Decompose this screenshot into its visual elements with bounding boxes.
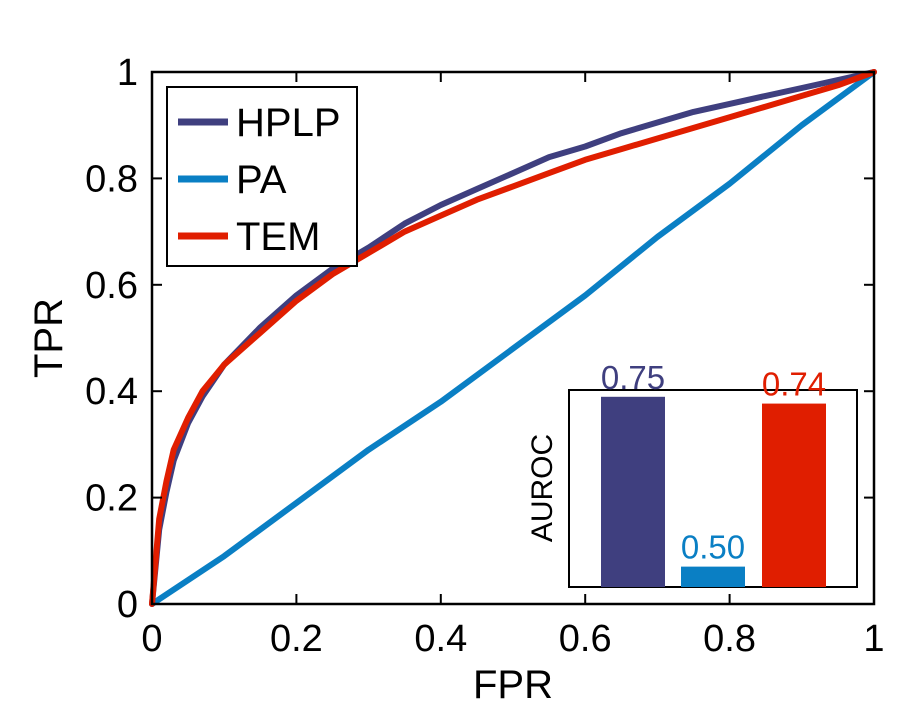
legend-label-pa: PA bbox=[236, 158, 287, 202]
x-tick-label: 0.4 bbox=[414, 618, 467, 660]
x-axis-label: FPR bbox=[473, 663, 553, 707]
main-tick-labels-group: 0 0.2 0.4 0.6 0.8 1 0 0.2 0.4 0.6 0.8 1 bbox=[85, 52, 884, 660]
x-tick-label: 0.8 bbox=[703, 618, 756, 660]
y-tick-label: 1 bbox=[117, 52, 138, 94]
inset-value-label-tem: 0.74 bbox=[762, 366, 826, 403]
main-series-group bbox=[149, 69, 877, 607]
inset-bar-chart: 0.75 0.50 0.74 AUROC bbox=[526, 359, 858, 588]
y-tick-label: 0.6 bbox=[85, 265, 138, 307]
main-ticks-group bbox=[151, 71, 875, 605]
x-tick-label: 0.6 bbox=[559, 618, 612, 660]
main-axes-frame bbox=[150, 70, 876, 606]
legend-label-hplp: HPLP bbox=[236, 101, 341, 145]
inset-y-axis-label: AUROC bbox=[526, 434, 559, 542]
legend: HPLP PA TEM bbox=[166, 86, 358, 267]
y-tick-label: 0 bbox=[117, 584, 138, 626]
inset-value-label-pa: 0.50 bbox=[681, 529, 745, 566]
inset-value-label-hplp: 0.75 bbox=[601, 359, 665, 396]
x-tick-label: 0.2 bbox=[270, 618, 323, 660]
y-tick-label: 0.2 bbox=[85, 478, 138, 520]
main-plot: 0 0.2 0.4 0.6 0.8 1 0 0.2 0.4 0.6 0.8 1 FPR TPR bbox=[27, 52, 885, 707]
y-axis-label: TPR bbox=[27, 298, 71, 378]
legend-entries-group: HPLP PA TEM bbox=[178, 101, 341, 259]
inset-bar-tem bbox=[762, 403, 826, 587]
series-line-tem bbox=[149, 69, 877, 607]
inset-bar-pa bbox=[681, 566, 745, 587]
series-line-pa bbox=[149, 69, 877, 607]
inset-bars-group: 0.75 0.50 0.74 bbox=[601, 359, 826, 587]
x-tick-label: 1 bbox=[863, 618, 884, 660]
inset-bar-hplp bbox=[601, 396, 665, 587]
y-tick-label: 0.4 bbox=[85, 371, 138, 413]
x-tick-label: 0 bbox=[141, 618, 162, 660]
legend-label-tem: TEM bbox=[236, 215, 320, 259]
y-tick-label: 0.8 bbox=[85, 158, 138, 200]
